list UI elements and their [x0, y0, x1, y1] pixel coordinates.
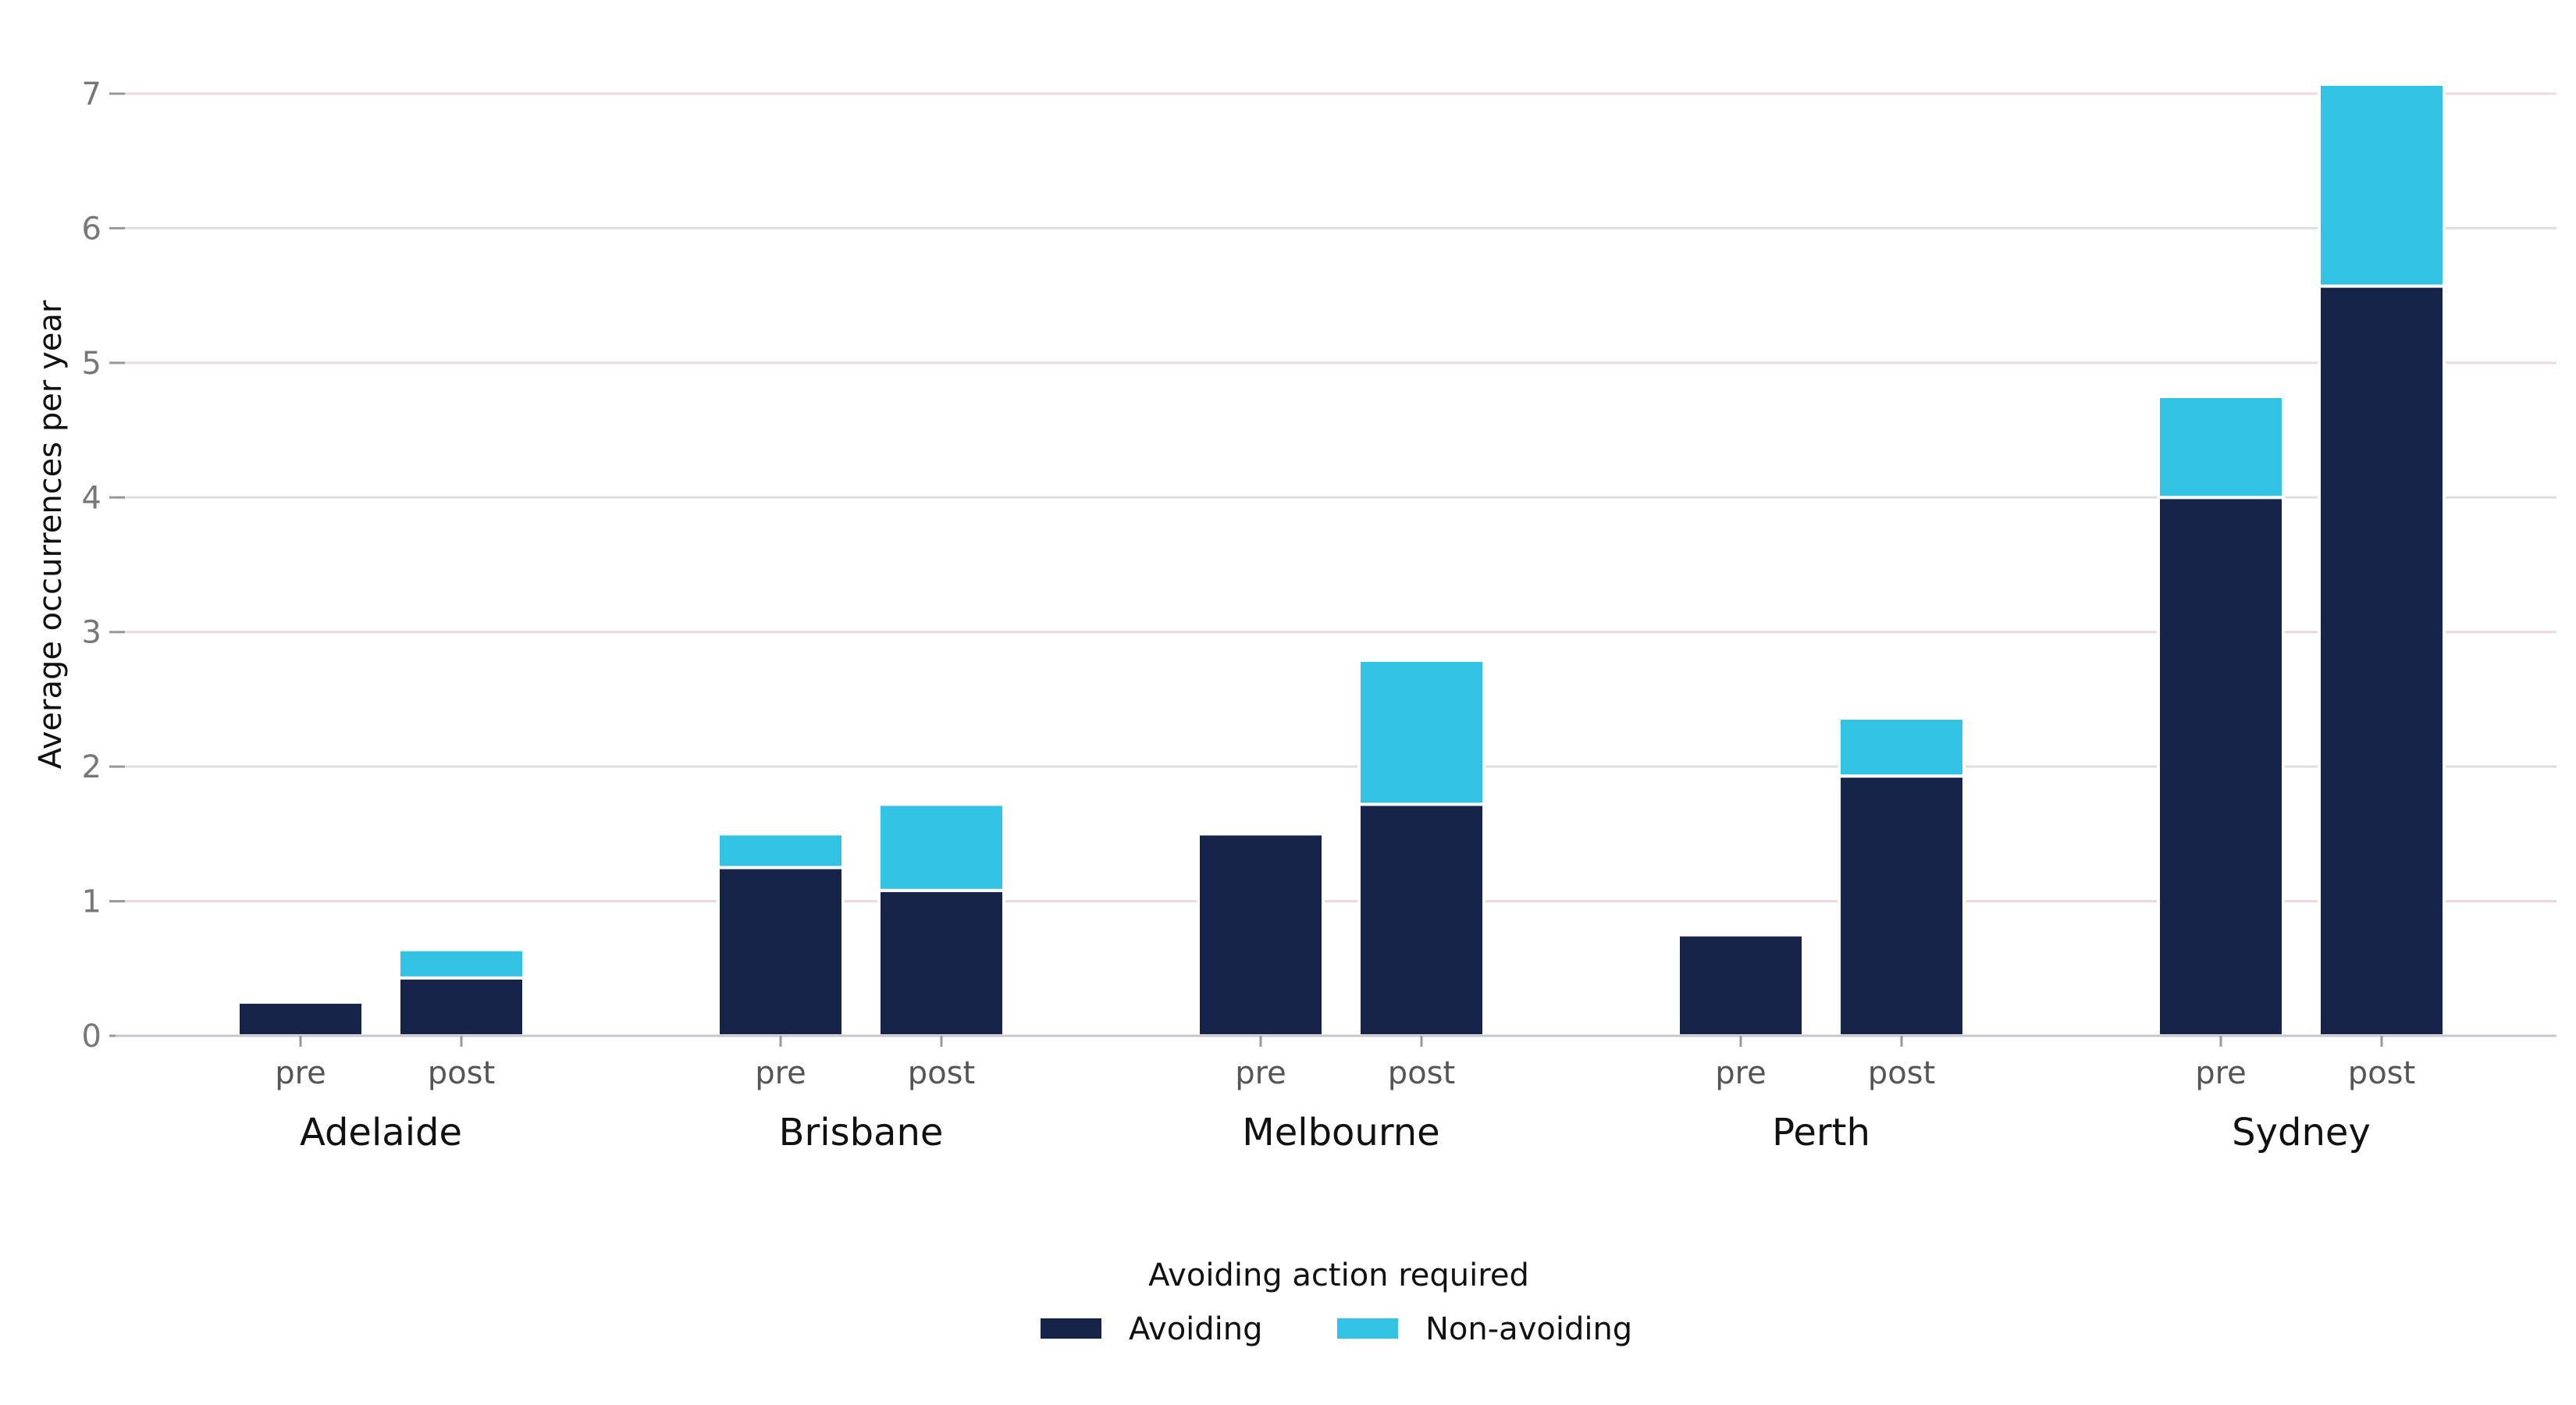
y-tick-label-4: 4 — [82, 480, 101, 516]
x-sub-label-melbourne-post: post — [1388, 1055, 1455, 1091]
x-sub-label-sydney-post: post — [2348, 1055, 2415, 1091]
legend-title: Avoiding action required — [1148, 1257, 1529, 1293]
x-sub-label-perth-post: post — [1868, 1055, 1935, 1091]
x-group-label-brisbane: Brisbane — [779, 1111, 944, 1154]
y-axis-label: Average occurrences per year — [33, 300, 69, 769]
bar-brisbane-post-non-avoiding — [877, 802, 1005, 892]
legend: Avoiding action required Avoiding Non-avo… — [1041, 1257, 1632, 1347]
legend-label-non-avoiding: Non-avoiding — [1425, 1311, 1632, 1347]
x-sub-label-sydney-pre: pre — [2195, 1055, 2247, 1091]
bar-perth-post-avoiding — [1838, 774, 1966, 1037]
x-group-label-melbourne: Melbourne — [1242, 1111, 1439, 1154]
y-tick-label-2: 2 — [82, 749, 101, 785]
bar-brisbane-post-avoiding — [877, 888, 1005, 1037]
bar-adelaide-post-non-avoiding — [397, 948, 525, 980]
bar-melbourne-pre-avoiding — [1197, 832, 1325, 1038]
bar-brisbane-pre-non-avoiding — [717, 832, 845, 870]
bar-melbourne-post-avoiding — [1357, 802, 1485, 1037]
y-tick-label-5: 5 — [82, 346, 101, 382]
x-sub-label-adelaide-post: post — [428, 1055, 495, 1091]
bar-brisbane-pre-avoiding — [717, 866, 845, 1037]
y-tick-label-3: 3 — [82, 615, 101, 651]
bar-adelaide-pre-avoiding — [237, 1000, 365, 1037]
bars — [237, 82, 2446, 1038]
x-sub-label-perth-pre: pre — [1715, 1055, 1767, 1091]
gridlines — [116, 92, 2556, 903]
bar-sydney-pre-avoiding — [2157, 496, 2285, 1037]
x-sub-label-brisbane-pre: pre — [755, 1055, 806, 1091]
bar-melbourne-post-non-avoiding — [1357, 658, 1485, 806]
y-tick-label-7: 7 — [82, 76, 101, 112]
axes: 0 1 2 3 4 5 6 7 pre post Adelaide pre post Brisbane pr… — [82, 76, 2556, 1154]
x-sub-label-brisbane-post: post — [908, 1055, 975, 1091]
bar-sydney-pre-non-avoiding — [2157, 394, 2285, 500]
x-group-label-perth: Perth — [1772, 1111, 1870, 1154]
legend-label-avoiding: Avoiding — [1129, 1311, 1263, 1347]
bar-perth-post-non-avoiding — [1838, 717, 1966, 778]
y-tick-label-1: 1 — [82, 884, 101, 920]
bar-sydney-post-non-avoiding — [2318, 82, 2446, 288]
y-tick-label-0: 0 — [82, 1019, 101, 1055]
legend-swatch-non-avoiding — [1337, 1318, 1398, 1339]
x-group-label-adelaide: Adelaide — [300, 1111, 462, 1154]
legend-swatch-avoiding — [1041, 1318, 1101, 1339]
bar-adelaide-post-avoiding — [397, 976, 525, 1037]
y-tick-label-6: 6 — [82, 211, 101, 247]
x-sub-label-melbourne-pre: pre — [1235, 1055, 1286, 1091]
x-sub-label-adelaide-pre: pre — [275, 1055, 326, 1091]
bar-perth-pre-avoiding — [1677, 933, 1805, 1038]
bar-sydney-post-avoiding — [2318, 284, 2446, 1037]
x-group-label-sydney: Sydney — [2232, 1111, 2371, 1154]
